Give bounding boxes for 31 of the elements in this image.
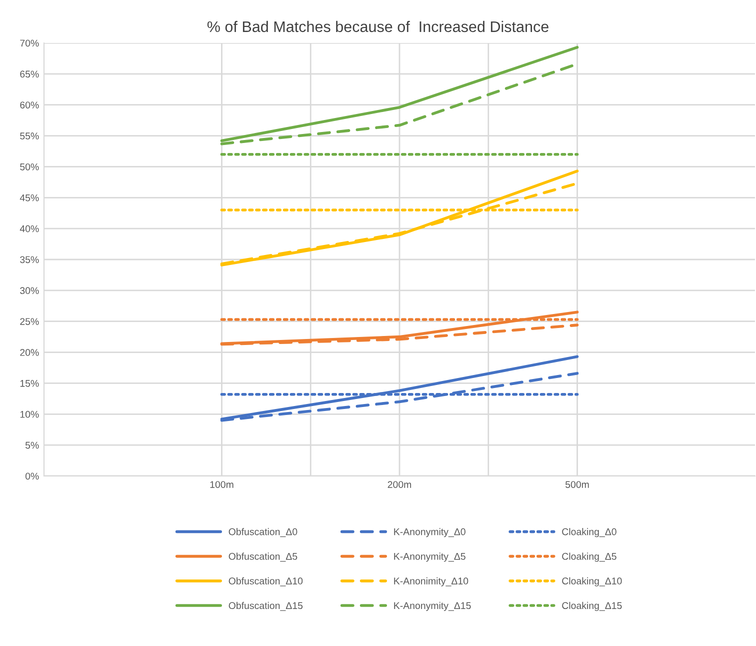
- y-tick-label: 55%: [20, 132, 39, 140]
- legend-label: Obfuscation_Δ10: [228, 577, 303, 586]
- legend-label: K-Anonimity_Δ10: [394, 577, 468, 586]
- legend-label: Obfuscation_Δ5: [228, 552, 298, 562]
- x-tick-label: 200m: [388, 481, 412, 488]
- legend-label: Obfuscation_Δ0: [228, 528, 298, 538]
- legend-label: Cloaking_Δ10: [562, 577, 622, 586]
- y-tick-label: 20%: [20, 349, 39, 356]
- x-tick-label: 100m: [210, 481, 234, 488]
- legend-label: K-Anonymity_Δ5: [394, 552, 466, 562]
- y-tick-label: 35%: [20, 256, 39, 264]
- y-tick-label: 5%: [25, 442, 39, 449]
- y-tick-label: 40%: [20, 225, 39, 232]
- legend-label: K-Anonymity_Δ0: [394, 528, 466, 538]
- y-tick-label: 30%: [20, 287, 39, 294]
- y-tick-label: 10%: [20, 410, 39, 418]
- y-tick-label: 65%: [20, 70, 39, 78]
- chart-title: % of Bad Matches because of Increased Distance: [207, 20, 548, 32]
- y-tick-label: 25%: [20, 318, 39, 325]
- legend-label: K-Anonymity_Δ15: [394, 602, 471, 611]
- y-tick-label: 60%: [20, 102, 39, 108]
- x-tick-label: 500m: [565, 481, 589, 488]
- y-tick-label: 50%: [20, 163, 39, 170]
- legend-label: Cloaking_Δ0: [562, 528, 616, 538]
- legend-label: Cloaking_Δ5: [562, 552, 616, 562]
- legend-label: Obfuscation_Δ15: [228, 602, 303, 611]
- y-tick-label: 15%: [20, 380, 39, 387]
- y-tick-label: 45%: [20, 194, 39, 202]
- y-tick-label: 70%: [20, 40, 39, 47]
- legend-label: Cloaking_Δ15: [562, 602, 622, 611]
- y-tick-label: 0%: [25, 472, 39, 480]
